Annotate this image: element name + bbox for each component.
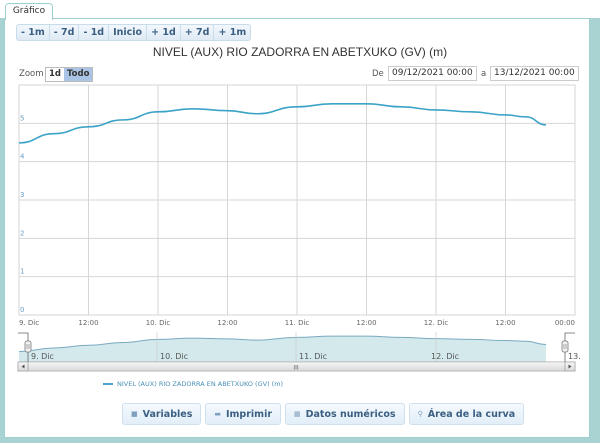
print-button[interactable]: ▬ Imprimir bbox=[205, 403, 282, 425]
back-7-days-button[interactable]: - 7d bbox=[50, 25, 80, 40]
tab-grafico[interactable]: Gráfico bbox=[5, 3, 53, 20]
print-icon: ▬ bbox=[214, 410, 221, 418]
curve-area-label: Área de la curva bbox=[427, 408, 516, 420]
chart-title: NIVEL (AUX) RIO ZADORRA EN ABETXUKO (GV)… bbox=[152, 45, 448, 59]
zoom-1d-button[interactable]: 1d bbox=[49, 69, 61, 79]
forward-1-month-button[interactable]: + 1m bbox=[218, 27, 247, 38]
list-icon: ■ bbox=[131, 410, 138, 418]
forward-1-day-button[interactable]: + 1d bbox=[147, 25, 181, 40]
to-label: a bbox=[481, 69, 487, 79]
variables-button[interactable]: ■ Variables bbox=[122, 403, 202, 425]
legend-item[interactable]: NIVEL (AUX) RIO ZADORRA EN ABETXUKO (GV)… bbox=[103, 380, 283, 388]
curve-area-button[interactable]: ⚲ Área de la curva bbox=[408, 403, 525, 425]
legend-swatch bbox=[103, 383, 113, 385]
print-label: Imprimir bbox=[226, 408, 273, 420]
variables-label: Variables bbox=[142, 408, 193, 420]
action-bar: ■ Variables ▬ Imprimir ▦ Datos numéricos… bbox=[122, 403, 525, 425]
zoom-selector: 1d Todo bbox=[45, 67, 94, 82]
numeric-data-label: Datos numéricos bbox=[305, 408, 396, 420]
numeric-data-button[interactable]: ▦ Datos numéricos bbox=[285, 403, 405, 425]
back-1-day-button[interactable]: - 1d bbox=[79, 25, 110, 40]
to-date-input[interactable]: 13/12/2021 00:00 bbox=[490, 66, 579, 81]
zoom-all-button[interactable]: Todo bbox=[64, 68, 93, 81]
from-label: De bbox=[372, 69, 384, 79]
back-1-month-button[interactable]: - 1m bbox=[17, 25, 50, 40]
top-bar bbox=[0, 0, 600, 18]
time-navigation: - 1m - 7d - 1d Inicio + 1d + 7d + 1m bbox=[16, 24, 252, 41]
from-date-input[interactable]: 09/12/2021 00:00 bbox=[388, 66, 477, 81]
start-button[interactable]: Inicio bbox=[109, 25, 148, 40]
table-icon: ▦ bbox=[294, 410, 301, 418]
search-icon: ⚲ bbox=[417, 410, 423, 418]
zoom-label: Zoom bbox=[19, 69, 44, 79]
legend-label: NIVEL (AUX) RIO ZADORRA EN ABETXUKO (GV)… bbox=[117, 380, 284, 388]
forward-7-days-button[interactable]: + 7d bbox=[181, 25, 215, 40]
